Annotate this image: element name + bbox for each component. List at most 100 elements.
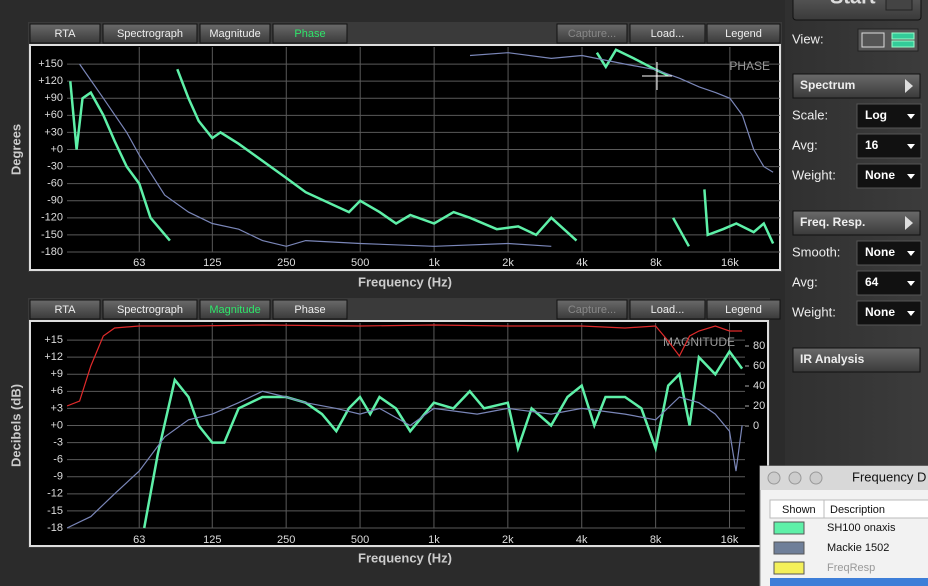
y-tick-label: +0 xyxy=(50,419,63,431)
x-tick-label: 500 xyxy=(351,534,369,546)
tab[interactable] xyxy=(706,23,781,44)
y-tick-label: -18 xyxy=(47,522,63,534)
view-label: View: xyxy=(792,31,824,46)
tab[interactable] xyxy=(629,299,706,320)
view-single[interactable] xyxy=(861,32,885,48)
tab[interactable] xyxy=(556,299,628,320)
y-axis-title: Decibels (dB) xyxy=(8,384,23,467)
tab-label: Phase xyxy=(294,304,325,316)
view-buttons[interactable] xyxy=(857,28,919,52)
dropdown-arrow xyxy=(907,311,915,316)
annotation: MAGNITUDE xyxy=(663,335,735,349)
y-tick-label: +150 xyxy=(38,58,63,70)
arrow xyxy=(905,216,913,230)
tab-label: Spectrograph xyxy=(117,28,183,40)
tab[interactable] xyxy=(272,299,348,320)
view-split-top[interactable] xyxy=(891,32,915,40)
x-tick-label: 2k xyxy=(502,534,514,546)
dropdown-arrow xyxy=(907,144,915,149)
y-tick-label: +15 xyxy=(44,334,63,346)
tab-label: Legend xyxy=(725,304,762,316)
row-label: FreqResp xyxy=(827,562,875,574)
x-tick-label: 2k xyxy=(502,257,514,269)
dropdown-value: 64 xyxy=(865,275,879,289)
tab[interactable] xyxy=(629,23,706,44)
y-tick-label: -6 xyxy=(53,454,63,466)
tab[interactable] xyxy=(29,299,101,320)
setting-label: Weight: xyxy=(792,167,836,182)
row-swatch[interactable] xyxy=(773,521,805,535)
x-tick-label: 16k xyxy=(721,257,739,269)
view-split-bottom[interactable] xyxy=(891,40,915,48)
minimize-button[interactable] xyxy=(788,471,802,485)
tab-label: Load... xyxy=(651,304,685,316)
y-tick-label: +0 xyxy=(50,143,63,155)
y-axis-title: Degrees xyxy=(8,124,23,175)
dropdown-value: 16 xyxy=(865,138,879,152)
tab[interactable] xyxy=(199,23,271,44)
y2-tick-label: 20 xyxy=(753,400,765,412)
start-label: Start xyxy=(830,0,876,8)
tab-label: Spectrograph xyxy=(117,304,183,316)
x-axis-title: Frequency (Hz) xyxy=(358,550,452,565)
tab[interactable] xyxy=(102,23,198,44)
zoom-button[interactable] xyxy=(809,471,823,485)
tab[interactable] xyxy=(706,299,781,320)
tab-label: RTA xyxy=(55,304,77,316)
y-tick-label: +9 xyxy=(50,368,63,380)
dropdown-arrow xyxy=(907,251,915,256)
window-titlebar xyxy=(760,466,928,490)
selected-row[interactable] xyxy=(770,578,928,586)
x-axis-title: Frequency (Hz) xyxy=(358,274,452,289)
ir-analysis-button[interactable] xyxy=(792,347,921,373)
tab-label: Magnitude xyxy=(209,28,260,40)
setting-label: Smooth: xyxy=(792,244,840,259)
x-tick-label: 4k xyxy=(576,534,588,546)
x-tick-label: 250 xyxy=(277,257,295,269)
close-button[interactable] xyxy=(767,471,781,485)
x-tick-label: 8k xyxy=(650,257,662,269)
column-header: Description xyxy=(830,504,885,516)
tab[interactable] xyxy=(272,23,348,44)
dropdown-value: None xyxy=(865,245,895,259)
x-tick-label: 4k xyxy=(576,257,588,269)
tab-label: Legend xyxy=(725,28,762,40)
series-line xyxy=(67,390,743,529)
tab[interactable] xyxy=(199,299,271,320)
y-tick-label: +12 xyxy=(44,351,63,363)
series-line xyxy=(142,349,744,529)
y-tick-label: -15 xyxy=(47,505,63,517)
start-toggle[interactable] xyxy=(885,0,913,11)
row-swatch[interactable] xyxy=(773,561,805,575)
x-tick-label: 125 xyxy=(203,257,221,269)
series-line xyxy=(67,324,743,407)
freq-resp-button[interactable] xyxy=(792,210,921,236)
y2-tick-label: 80 xyxy=(753,340,765,352)
spectrum-label: Spectrum xyxy=(800,78,855,92)
x-tick-label: 1k xyxy=(428,257,440,269)
dropdown-arrow xyxy=(907,174,915,179)
y-tick-label: +6 xyxy=(50,385,63,397)
y2-tick-label: 0 xyxy=(753,420,759,432)
dropdown-value: None xyxy=(865,168,895,182)
tab-label: RTA xyxy=(55,28,77,40)
row-swatch[interactable] xyxy=(773,541,805,555)
tab-label: Capture... xyxy=(568,304,616,316)
tab-label: Magnitude xyxy=(209,304,260,316)
y2-tick-label: 60 xyxy=(753,360,765,372)
x-tick-label: 1k xyxy=(428,534,440,546)
y-tick-label: +30 xyxy=(44,126,63,138)
y-tick-label: -30 xyxy=(47,160,63,172)
tab[interactable] xyxy=(102,299,198,320)
y-tick-label: +120 xyxy=(38,75,63,87)
y-tick-label: +90 xyxy=(44,92,63,104)
tab[interactable] xyxy=(556,23,628,44)
spectrum-button[interactable] xyxy=(792,73,921,99)
x-tick-label: 125 xyxy=(203,534,221,546)
setting-label: Scale: xyxy=(792,107,828,122)
y-tick-label: -9 xyxy=(53,471,63,483)
setting-label: Weight: xyxy=(792,304,836,319)
tab[interactable] xyxy=(29,23,101,44)
x-tick-label: 8k xyxy=(650,534,662,546)
